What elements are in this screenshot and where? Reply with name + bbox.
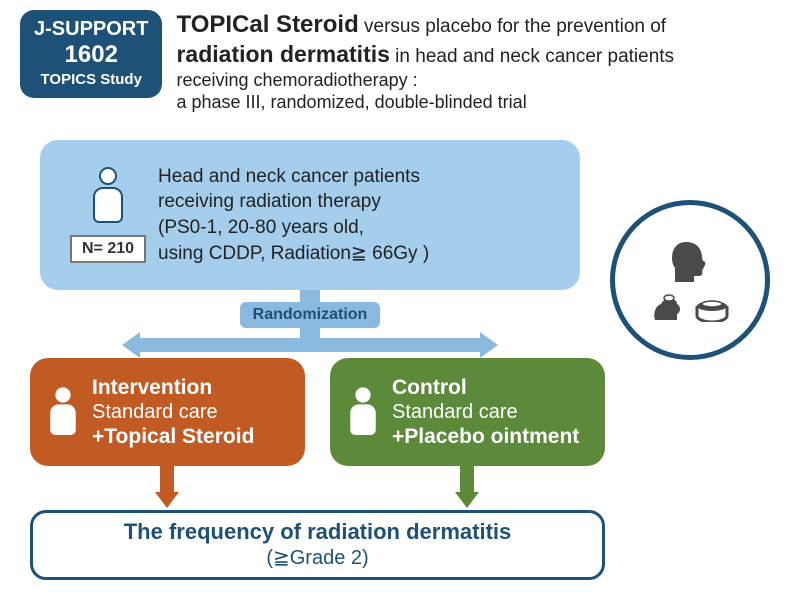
intervention-line3: +Topical Steroid <box>92 424 254 449</box>
pop-line1: Head and neck cancer patients <box>158 164 562 190</box>
n-badge: N= 210 <box>70 235 146 263</box>
control-line2: Standard care <box>392 400 579 424</box>
population-box: N= 210 Head and neck cancer patients rec… <box>40 140 580 290</box>
study-badge: J-SUPPORT 1602 TOPICS Study <box>20 10 162 98</box>
randomization-label: Randomization <box>240 302 380 328</box>
intervention-arm: Intervention Standard care +Topical Ster… <box>30 358 305 466</box>
intervention-line2: Standard care <box>92 400 254 424</box>
outcome-line1: The frequency of radiation dermatitis <box>33 519 602 545</box>
arrow-stem-right <box>460 466 474 492</box>
split-bar <box>140 338 480 352</box>
arrow-head-left <box>155 492 179 508</box>
title-strong1: TOPICal Steroid <box>176 11 358 38</box>
badge-line2: 1602 <box>34 41 148 69</box>
person-icon <box>47 387 79 436</box>
person-icon <box>89 167 127 225</box>
arrow-stem-left <box>160 466 174 492</box>
title-line4: a phase III, randomized, double-blinded … <box>176 91 780 114</box>
control-arm: Control Standard care +Placebo ointment <box>330 358 605 466</box>
intervention-title: Intervention <box>92 375 254 400</box>
split-arrow-left <box>122 332 140 358</box>
pop-line3: (PS0-1, 20-80 years old, <box>158 215 562 241</box>
population-left: N= 210 <box>58 167 158 263</box>
head-profile-icon <box>666 238 714 286</box>
pop-line2: receiving radiation therapy <box>158 189 562 215</box>
population-text: Head and neck cancer patients receiving … <box>158 164 562 267</box>
pop-line4: using CDDP, Radiation≧ 66Gy ) <box>158 241 562 267</box>
title-rest2: in head and neck cancer patients <box>390 46 674 67</box>
illustration-circle <box>610 200 770 360</box>
arrow-head-right <box>455 492 479 508</box>
header: J-SUPPORT 1602 TOPICS Study TOPICal Ster… <box>0 0 800 114</box>
title-line3: receiving chemoradiotherapy : <box>176 69 780 92</box>
ointment-jar-icon <box>695 300 729 322</box>
control-title: Control <box>392 375 579 400</box>
study-title: TOPICal Steroid versus placebo for the p… <box>176 10 780 114</box>
badge-line1: J-SUPPORT <box>34 18 148 41</box>
outcome-box: The frequency of radiation dermatitis (≧… <box>30 510 605 580</box>
control-line3: +Placebo ointment <box>392 424 579 449</box>
split-arrow-right <box>480 332 498 358</box>
person-icon <box>347 387 379 436</box>
hand-cream-icon <box>651 292 687 322</box>
outcome-line2: (≧Grade 2) <box>33 545 602 570</box>
title-strong2: radiation dermatitis <box>176 41 389 67</box>
badge-line3: TOPICS Study <box>34 71 148 88</box>
title-rest1: versus placebo for the prevention of <box>359 16 666 37</box>
